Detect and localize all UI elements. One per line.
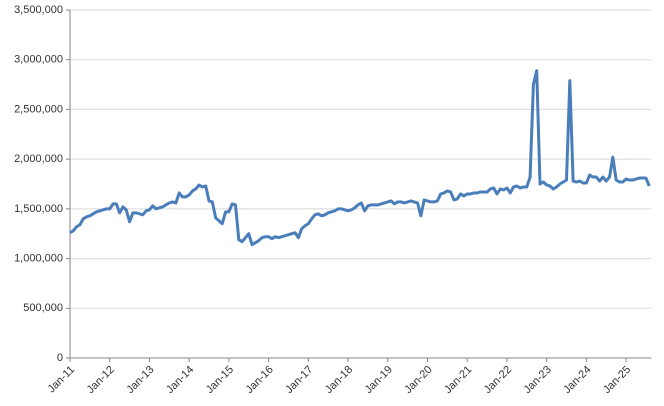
x-tick-label: Jan-22 bbox=[482, 364, 514, 396]
y-tick-label: 3,500,000 bbox=[14, 4, 63, 16]
y-tick-label: 1,000,000 bbox=[14, 252, 63, 264]
x-tick-label: Jan-13 bbox=[124, 364, 156, 396]
y-tick-label: 3,000,000 bbox=[14, 54, 63, 66]
x-tick-label: Jan-20 bbox=[402, 364, 434, 396]
y-tick-label: 2,500,000 bbox=[14, 103, 63, 115]
y-tick-label: 2,000,000 bbox=[14, 153, 63, 165]
x-tick-label: Jan-25 bbox=[601, 364, 633, 396]
x-tick-label: Jan-12 bbox=[85, 364, 117, 396]
x-tick-label: Jan-23 bbox=[522, 364, 554, 396]
y-tick-label: 1,500,000 bbox=[14, 203, 63, 215]
x-tick-label: Jan-11 bbox=[45, 364, 77, 396]
data-line bbox=[69, 69, 651, 247]
x-tick-label: Jan-15 bbox=[204, 364, 236, 396]
x-tick-label: Jan-17 bbox=[283, 364, 315, 396]
x-tick-label: Jan-14 bbox=[164, 364, 196, 396]
x-tick-label: Jan-18 bbox=[323, 364, 355, 396]
y-tick-label: 0 bbox=[57, 352, 63, 364]
y-tick-label: 500,000 bbox=[23, 302, 63, 314]
x-tick-label: Jan-24 bbox=[561, 364, 593, 396]
x-tick-label: Jan-19 bbox=[363, 364, 395, 396]
x-tick-label: Jan-21 bbox=[442, 364, 474, 396]
x-tick-label: Jan-16 bbox=[244, 364, 276, 396]
